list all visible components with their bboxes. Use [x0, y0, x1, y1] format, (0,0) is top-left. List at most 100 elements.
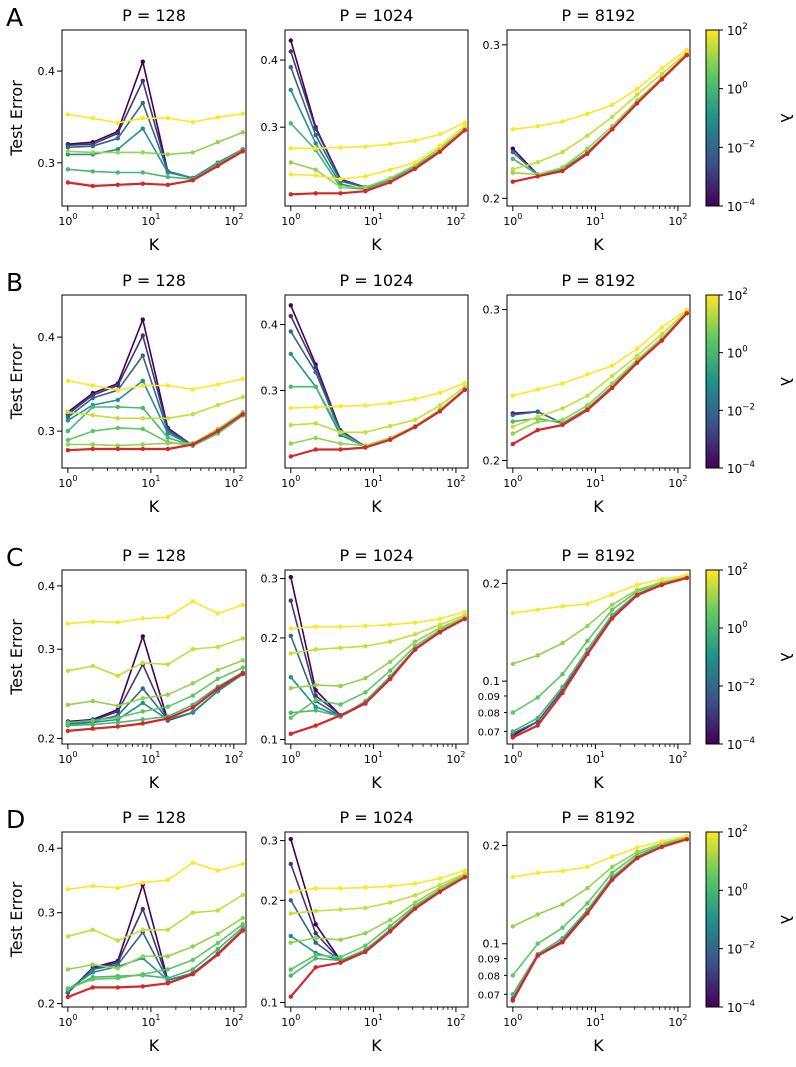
subplot-title: P = 8192	[562, 6, 636, 25]
data-point	[90, 144, 96, 149]
data-point	[288, 384, 293, 389]
data-point	[462, 384, 467, 389]
series-line-lambda-10	[512, 575, 687, 665]
data-point	[190, 972, 195, 977]
y-tick-label: 0.4	[38, 65, 56, 78]
y-tick-label: 0.3	[483, 39, 501, 52]
data-point	[313, 647, 318, 652]
data-point	[313, 704, 318, 709]
series-line-lambda-100	[290, 869, 466, 893]
data-point	[165, 716, 170, 721]
data-point	[215, 940, 220, 946]
series-line-lambda-3	[67, 414, 244, 447]
data-point	[165, 704, 170, 709]
data-point	[610, 114, 615, 120]
data-point	[462, 868, 467, 873]
data-point	[634, 92, 640, 97]
series-line-lambda-1	[512, 837, 688, 995]
colorbar-label: λ	[777, 652, 796, 661]
data-point	[115, 446, 121, 452]
data-point	[388, 176, 393, 181]
data-point	[165, 662, 170, 667]
series-line-lambda-10	[290, 873, 466, 944]
series-line-lambda-100	[290, 611, 466, 630]
data-point	[610, 381, 615, 386]
data-point	[684, 837, 689, 842]
data-point	[338, 430, 343, 435]
data-point	[115, 383, 121, 388]
data-point	[288, 626, 293, 631]
data-point	[165, 170, 170, 175]
data-point	[610, 870, 615, 875]
data-point	[115, 150, 121, 155]
data-point	[363, 185, 368, 190]
data-point	[190, 178, 195, 183]
y-tick-label: 0.4	[38, 842, 56, 855]
series-line-lambda-1000	[290, 121, 466, 150]
data-point	[65, 448, 71, 453]
y-tick-label: 0.08	[478, 971, 500, 982]
data-point	[140, 696, 145, 701]
x-tick-label: 101	[364, 750, 383, 766]
data-point	[585, 601, 590, 607]
data-point	[240, 394, 245, 400]
data-point	[610, 616, 615, 621]
x-axis-label: K	[149, 497, 160, 516]
colorbar-tick-label: 102	[727, 287, 748, 303]
data-point	[215, 676, 220, 682]
series-line-lambda-10	[67, 659, 244, 707]
data-point	[313, 682, 318, 688]
axes-frame	[284, 569, 469, 745]
data-point	[388, 437, 393, 442]
subplot-B-128: P = 128 100 101 102 0.3 0.4 K Test Error B	[6, 268, 247, 516]
data-point	[634, 845, 640, 850]
axes-frame	[61, 569, 247, 745]
colorbar	[705, 294, 720, 469]
series-line-lambda-30	[67, 396, 244, 420]
data-point	[610, 607, 615, 612]
data-point	[338, 683, 343, 689]
data-point	[510, 735, 515, 740]
y-tick-label: 0.3	[483, 304, 501, 317]
data-point	[462, 612, 467, 618]
data-point	[65, 990, 71, 995]
data-point	[437, 622, 443, 627]
data-point	[215, 952, 220, 957]
data-point	[140, 721, 145, 726]
data-point	[288, 441, 293, 446]
colorbar-tick-label: 10−2	[727, 678, 755, 694]
data-point	[560, 406, 565, 411]
subplot-A-8192: P = 8192 100 101 102 0.2 0.3 K 102 100 10−2 10−4 λ	[483, 6, 796, 254]
data-point	[634, 353, 640, 358]
colorbar-tick-label: 10−2	[727, 402, 755, 418]
data-point	[90, 183, 96, 189]
data-point	[90, 663, 96, 669]
data-point	[65, 934, 71, 939]
data-point	[140, 660, 145, 665]
data-point	[190, 681, 195, 686]
series-line-lambda-30	[290, 386, 466, 434]
data-point	[240, 111, 245, 116]
series-line-lambda-3	[512, 576, 687, 714]
data-point	[190, 442, 195, 447]
data-point	[684, 52, 689, 58]
subplot-title: P = 1024	[340, 6, 414, 25]
colorbar-tick-label: 100	[727, 620, 748, 636]
data-point	[288, 911, 293, 916]
series-line-lambda-1e-4	[512, 837, 688, 1001]
data-point	[610, 592, 615, 597]
data-point	[140, 446, 145, 452]
data-point	[585, 403, 590, 408]
data-point	[585, 886, 590, 891]
data-point	[684, 311, 689, 316]
data-point	[388, 167, 393, 172]
data-point	[634, 849, 640, 855]
data-point	[510, 179, 515, 184]
data-point	[510, 973, 515, 978]
data-point	[115, 425, 121, 431]
series-line-lambda-10	[67, 411, 244, 447]
y-tick-label: 0.2	[483, 840, 501, 853]
series-line-lambda-3	[290, 616, 466, 719]
data-point	[90, 883, 96, 889]
axes-frame	[284, 831, 469, 1008]
